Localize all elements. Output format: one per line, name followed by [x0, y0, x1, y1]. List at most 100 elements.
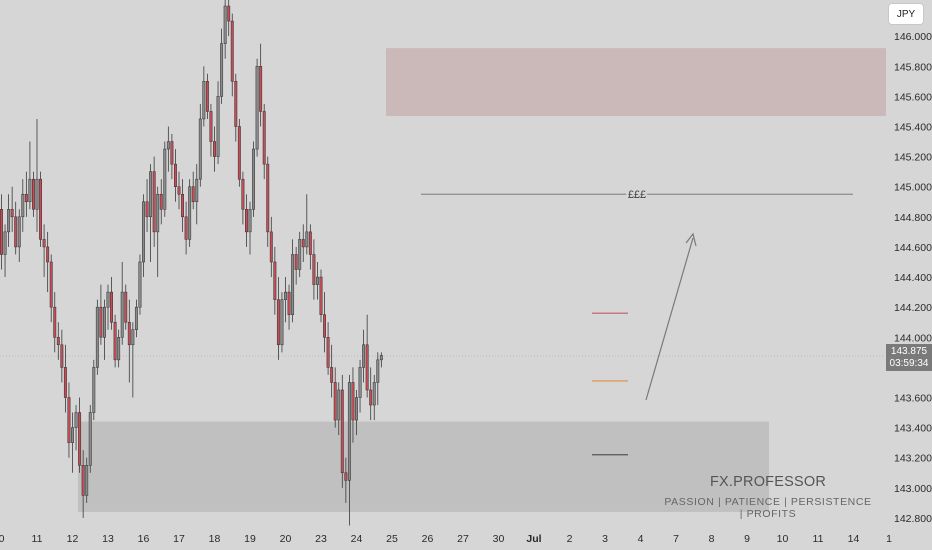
candle-body[interactable]	[35, 178, 39, 210]
candle-body[interactable]	[319, 276, 323, 315]
candle-body[interactable]	[255, 66, 259, 150]
candle-body[interactable]	[56, 337, 60, 346]
candle-body[interactable]	[21, 193, 25, 218]
candle-body[interactable]	[39, 178, 42, 240]
candle-body[interactable]	[32, 178, 35, 210]
candle-body[interactable]	[262, 111, 266, 165]
candle-body[interactable]	[220, 43, 224, 97]
candle-body[interactable]	[191, 186, 195, 203]
candle-body[interactable]	[14, 216, 18, 248]
candle-body[interactable]	[152, 171, 156, 233]
candle-body[interactable]	[298, 239, 302, 270]
candle-body[interactable]	[49, 261, 53, 308]
candle-body[interactable]	[316, 276, 319, 285]
candle-body[interactable]	[280, 299, 284, 346]
candle-body[interactable]	[241, 178, 245, 210]
candle-body[interactable]	[301, 239, 305, 248]
candle-body[interactable]	[312, 254, 316, 285]
candle-body[interactable]	[17, 216, 21, 248]
candle-body[interactable]	[120, 291, 124, 338]
candle-body[interactable]	[362, 344, 366, 368]
candle-body[interactable]	[127, 321, 131, 346]
candle-body[interactable]	[248, 209, 252, 233]
candle-body[interactable]	[159, 193, 163, 210]
candle-body[interactable]	[113, 321, 117, 361]
candle-body[interactable]	[276, 299, 280, 346]
candle-body[interactable]	[184, 216, 188, 240]
candle-body[interactable]	[227, 5, 231, 22]
candle-body[interactable]	[110, 291, 113, 323]
candle-body[interactable]	[337, 389, 341, 421]
candle-body[interactable]	[3, 231, 7, 255]
candle-body[interactable]	[347, 382, 351, 481]
candle-body[interactable]	[74, 412, 78, 428]
candle-body[interactable]	[0, 209, 3, 255]
candle-body[interactable]	[340, 389, 344, 474]
candle-body[interactable]	[163, 148, 167, 210]
candle-body[interactable]	[237, 126, 241, 180]
candle-body[interactable]	[358, 367, 362, 398]
candle-body[interactable]	[78, 412, 82, 466]
candle-body[interactable]	[202, 81, 206, 120]
candle-body[interactable]	[145, 201, 149, 218]
candle-body[interactable]	[81, 465, 85, 496]
candle-body[interactable]	[7, 209, 11, 233]
candle-body[interactable]	[230, 20, 234, 82]
candle-body[interactable]	[24, 193, 28, 203]
candle-body[interactable]	[46, 246, 50, 263]
candle-body[interactable]	[216, 96, 220, 157]
candle-body[interactable]	[308, 231, 312, 255]
candle-body[interactable]	[365, 344, 369, 391]
candle-body[interactable]	[138, 261, 142, 308]
candle-body[interactable]	[170, 141, 174, 165]
candle-body[interactable]	[149, 171, 153, 218]
currency-badge[interactable]: JPY	[888, 3, 924, 25]
candle-body[interactable]	[63, 367, 67, 398]
candle-body[interactable]	[53, 306, 57, 338]
candle-body[interactable]	[88, 412, 92, 466]
candle-body[interactable]	[156, 193, 160, 233]
candle-body[interactable]	[177, 186, 181, 195]
candle-body[interactable]	[103, 306, 106, 338]
candle-body[interactable]	[198, 118, 202, 180]
candle-body[interactable]	[99, 306, 103, 338]
candle-body[interactable]	[333, 382, 337, 421]
candle-body[interactable]	[131, 329, 135, 346]
candle-body[interactable]	[379, 355, 383, 361]
candle-body[interactable]	[188, 186, 192, 240]
candle-body[interactable]	[372, 382, 376, 406]
candle-body[interactable]	[252, 148, 256, 210]
candle-body[interactable]	[234, 81, 238, 127]
candle-body[interactable]	[326, 337, 330, 368]
candle-body[interactable]	[117, 337, 121, 361]
candle-body[interactable]	[124, 291, 128, 323]
candle-body[interactable]	[355, 397, 358, 421]
candle-body[interactable]	[181, 193, 185, 218]
candle-body[interactable]	[42, 239, 46, 248]
candle-body[interactable]	[209, 111, 213, 142]
candle-body[interactable]	[269, 231, 273, 263]
candle-body[interactable]	[259, 66, 263, 112]
candle-body[interactable]	[95, 306, 99, 368]
candle-body[interactable]	[344, 472, 348, 481]
candle-body[interactable]	[174, 163, 177, 187]
candle-body[interactable]	[273, 261, 277, 300]
candle-body[interactable]	[284, 291, 287, 300]
candle-body[interactable]	[71, 427, 74, 443]
candle-body[interactable]	[213, 141, 216, 157]
candle-body[interactable]	[266, 163, 270, 233]
candle-body[interactable]	[291, 254, 295, 315]
candle-body[interactable]	[10, 209, 14, 218]
candle-body[interactable]	[294, 254, 298, 270]
candle-body[interactable]	[166, 141, 170, 150]
candle-body[interactable]	[223, 5, 227, 44]
candle-body[interactable]	[134, 306, 138, 330]
candle-body[interactable]	[142, 201, 145, 263]
candle-body[interactable]	[60, 344, 64, 368]
candle-body[interactable]	[369, 389, 373, 406]
candle-body[interactable]	[287, 291, 291, 315]
candle-body[interactable]	[85, 465, 89, 496]
candle-body[interactable]	[330, 367, 334, 383]
